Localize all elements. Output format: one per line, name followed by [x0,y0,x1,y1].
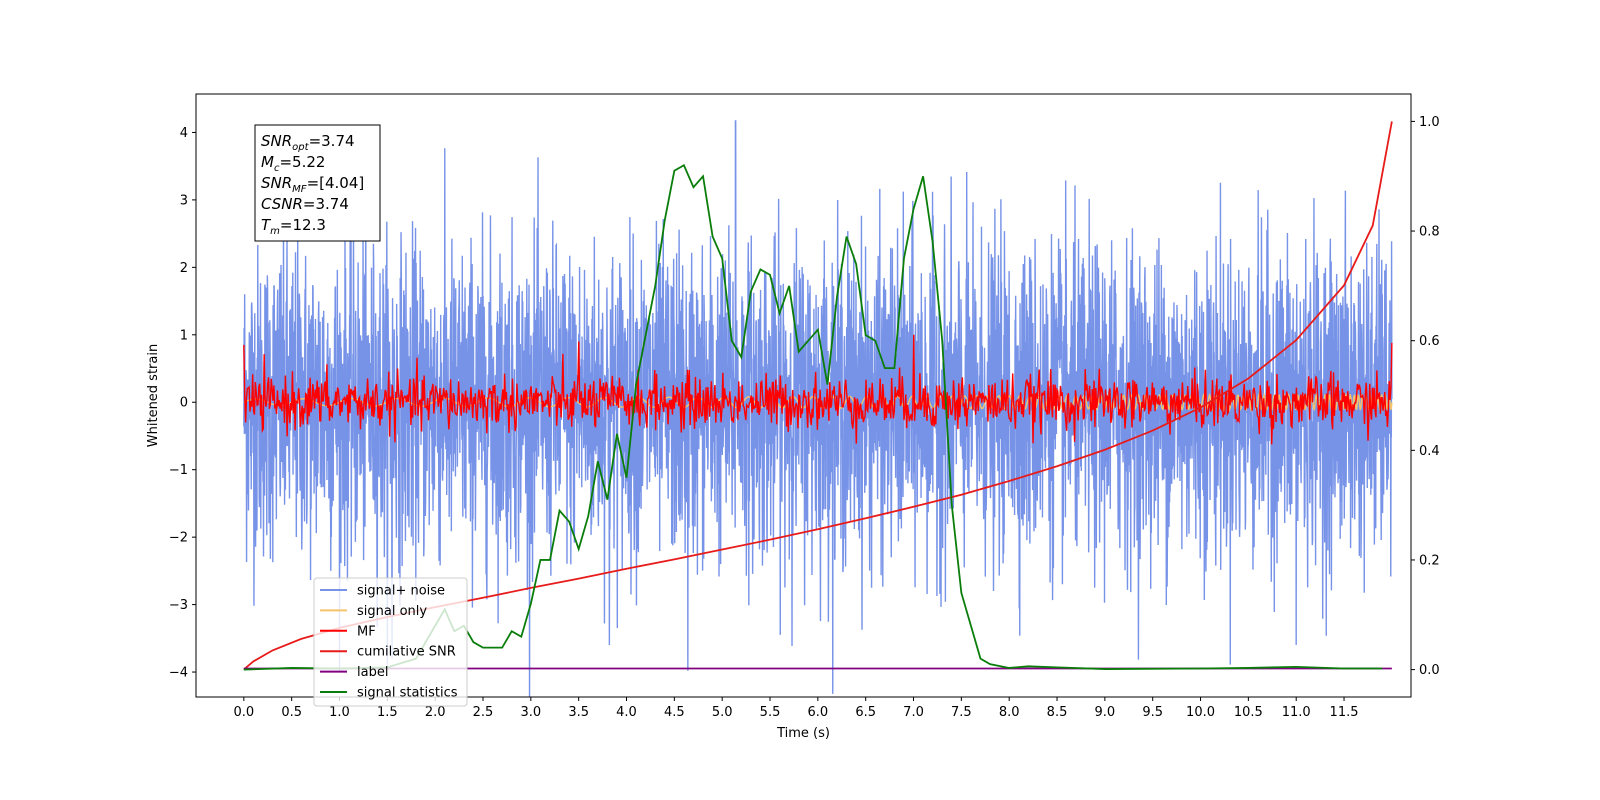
y2-tick-label: 1.0 [1419,115,1440,130]
x-tick-label: 11.5 [1330,705,1359,720]
info-symbol: T [261,216,272,234]
y-tick-label: 1 [180,328,188,343]
x-tick-label: 7.0 [903,705,924,720]
info-subscript: m [270,226,280,237]
x-tick-label: 4.0 [616,705,637,720]
y-tick-label: 3 [180,193,188,208]
x-tick-label: 4.5 [664,705,685,720]
x-tick-label: 3.5 [568,705,589,720]
y-axis-label: Whitened strain [146,344,161,447]
y-tick-label: 0 [180,396,188,411]
x-tick-label: 0.0 [233,705,254,720]
y-tick-label: −1 [169,463,188,478]
info-symbol: SNR [261,132,292,150]
info-line: SNRopt=3.74 [261,132,355,153]
info-line: Mc=5.22 [261,153,325,174]
x-tick-label: 9.5 [1142,705,1163,720]
axes-frame [195,93,1412,698]
axis-ticks: 0.0 0.5 1.0 1.5 2.0 2.5 3.0 3.5 4.0 4.5 5.0 5.5 6.0 6… [169,115,1440,720]
x-tick-label: 11.0 [1282,705,1311,720]
info-subscript: opt [292,142,309,153]
x-tick-label: 2.5 [473,705,494,720]
x-tick-label: 10.5 [1234,705,1263,720]
x-tick-label: 5.5 [760,705,781,720]
y2-tick-label: 0.4 [1419,444,1440,459]
info-symbol: M [261,153,274,171]
info-symbol: CSNR [261,195,303,213]
info-line: SNRMF=[4.04] [261,174,364,195]
legend-entry-label: signal+ noise [357,584,445,599]
legend-frame [313,577,468,707]
info-value: =5.22 [279,153,325,171]
x-tick-label: 2.0 [425,705,446,720]
x-tick-label: 0.5 [281,705,302,720]
x-tick-label: 3.0 [520,705,541,720]
info-value: =12.3 [280,216,326,234]
x-tick-label: 8.5 [1047,705,1068,720]
legend-entry-label: MF [357,624,376,639]
info-annotation-box: SNRopt=3.74Mc=5.22SNRMF=[4.04]CSNR=3.74T… [254,124,381,242]
x-tick-label: 9.0 [1095,705,1116,720]
info-line: CSNR=3.74 [261,195,349,213]
x-tick-label: 8.0 [999,705,1020,720]
x-tick-label: 5.0 [712,705,733,720]
x-tick-label: 10.0 [1186,705,1215,720]
x-tick-label: 6.0 [808,705,829,720]
x-axis-label: Time (s) [776,726,830,741]
legend-entry-label: signal statistics [357,686,458,701]
x-tick-label: 1.0 [329,705,350,720]
legend: signal+ noise signal only MF cumilative SNR… [313,577,468,707]
y-tick-label: −3 [169,598,188,613]
y-tick-label: −4 [169,666,188,681]
info-symbol: SNR [261,174,292,192]
info-subscript: c [274,163,280,174]
legend-entry-label: signal only [357,604,427,619]
y-tick-label: 4 [180,126,188,141]
legend-entry-label: cumilative SNR [357,645,456,660]
info-subscript: MF [292,184,307,195]
info-value: =3.74 [309,132,355,150]
x-tick-label: 7.5 [951,705,972,720]
series-signal-statistics [243,163,1383,671]
y2-tick-label: 0.6 [1419,334,1440,349]
y2-tick-label: 0.0 [1419,663,1440,678]
x-tick-label: 1.5 [377,705,398,720]
x-tick-label: 6.5 [855,705,876,720]
y2-tick-label: 0.2 [1419,553,1440,568]
info-value: =[4.04] [307,174,365,192]
y-tick-label: −2 [169,531,188,546]
y-tick-label: 2 [180,261,188,276]
info-box-frame [254,124,381,242]
y2-tick-label: 0.8 [1419,225,1440,240]
info-value: =3.74 [303,195,349,213]
info-line: Tm=12.3 [261,216,326,237]
legend-entry-label: label [357,665,388,680]
